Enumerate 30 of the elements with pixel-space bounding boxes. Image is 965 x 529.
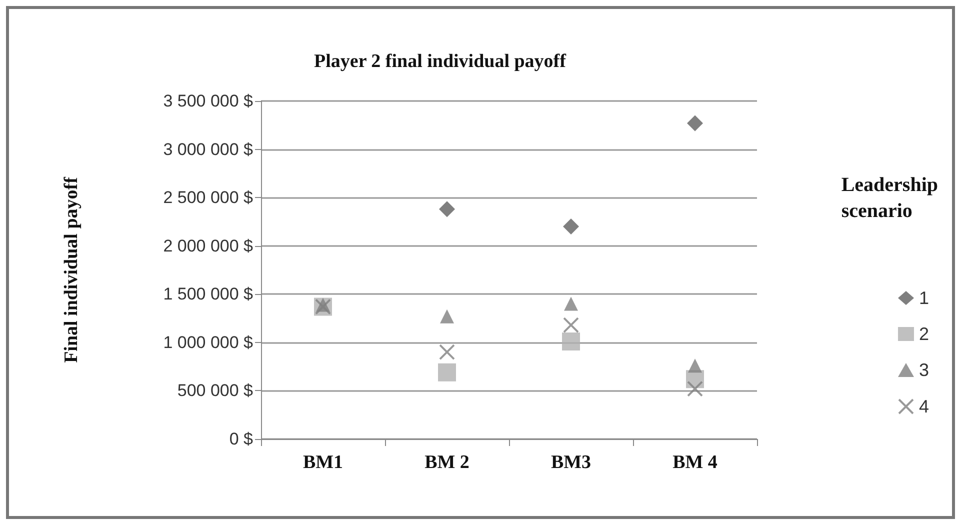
- point: [439, 201, 455, 218]
- x-tick-label: BM1: [302, 452, 344, 473]
- legend-label: 3: [918, 360, 930, 380]
- y-tick-label: 3 500 000 $: [163, 92, 254, 110]
- y-axis-title: Final individual payoff: [61, 176, 82, 363]
- x-tick-label: BM3: [550, 452, 592, 473]
- y-tick-label: 1 000 000 $: [163, 332, 254, 352]
- chart-title: Player 2 final individual payoff: [314, 51, 567, 72]
- point: [438, 363, 456, 382]
- point: [564, 296, 578, 311]
- point: [563, 317, 579, 334]
- point: [688, 358, 702, 373]
- point: [440, 309, 454, 324]
- y-tick-label: 1 500 000 $: [163, 284, 254, 304]
- legend-label: 2: [918, 324, 930, 344]
- point: [687, 380, 703, 397]
- x-tick-label: BM 2: [424, 452, 470, 473]
- point: [563, 218, 579, 235]
- y-tick-label: 500 000 $: [177, 381, 254, 400]
- y-tick-label: 0 $: [229, 430, 254, 448]
- y-tick-label: 2 000 000 $: [163, 236, 254, 256]
- point: [687, 115, 703, 132]
- legend-label: 4: [918, 396, 930, 416]
- x-tick-label: BM 4: [672, 452, 718, 473]
- y-tick-label: 2 500 000 $: [163, 188, 254, 208]
- point: [439, 344, 455, 360]
- point: [562, 332, 580, 350]
- legend-title: Leadership scenario: [841, 174, 938, 222]
- legend-label: 1: [918, 288, 930, 308]
- y-tick-label: 3 000 000 $: [163, 140, 254, 159]
